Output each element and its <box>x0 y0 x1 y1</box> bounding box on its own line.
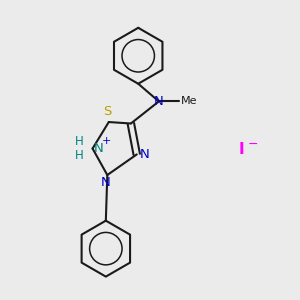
Text: H: H <box>75 149 84 162</box>
Text: N: N <box>101 176 111 190</box>
Text: N: N <box>94 142 104 155</box>
Text: Me: Me <box>181 96 197 106</box>
Text: H: H <box>75 135 84 148</box>
Text: S: S <box>103 105 112 118</box>
Text: −: − <box>247 138 258 151</box>
Text: +: + <box>102 136 111 146</box>
Text: N: N <box>140 148 149 161</box>
Text: I: I <box>238 142 244 158</box>
Text: N: N <box>154 95 164 108</box>
